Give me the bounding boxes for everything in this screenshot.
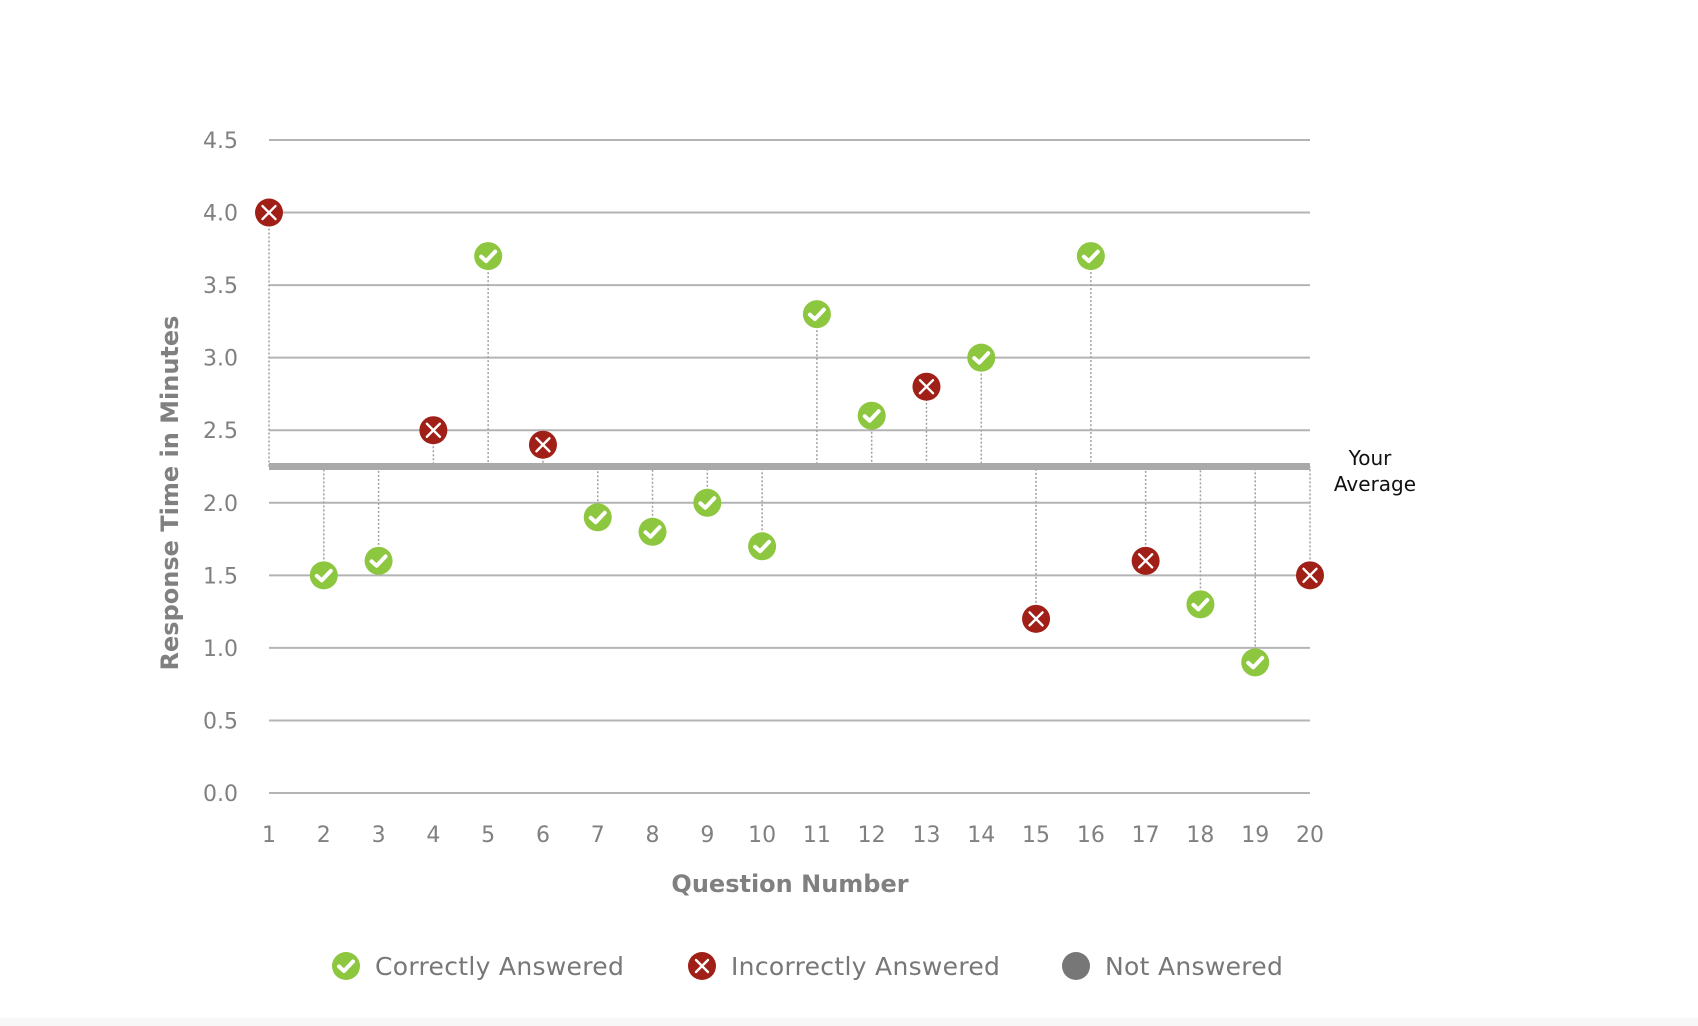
data-point xyxy=(638,517,667,546)
checkmark xyxy=(698,496,717,510)
checkmark xyxy=(479,249,498,264)
legend-label-incorrect: Incorrectly Answered xyxy=(731,951,1001,981)
check-circle-icon xyxy=(332,952,360,980)
data-point xyxy=(1296,561,1324,590)
x-tick-label: 9 xyxy=(700,823,714,848)
x-mark xyxy=(535,437,551,453)
y-tick-label: 3.5 xyxy=(203,274,238,299)
x-tick-label: 20 xyxy=(1296,823,1324,848)
y-tick-label: 2.5 xyxy=(203,419,238,444)
y-tick-label: 4.5 xyxy=(203,129,238,154)
checkmark xyxy=(753,539,772,554)
x-axis-ticks: 1 2 3 4 5 6 7 8 9 10 11 12 13 14 15 16 17 18 19 20 xyxy=(262,823,1324,848)
data-point xyxy=(967,343,996,372)
y-tick-label: 3.0 xyxy=(203,347,238,372)
y-tick-label: 0.0 xyxy=(203,782,238,807)
average-label-line2: Average xyxy=(1334,472,1416,496)
x-tick-label: 11 xyxy=(803,823,831,848)
x-mark xyxy=(261,204,277,221)
data-point xyxy=(255,198,283,227)
average-label-line1: Your xyxy=(1348,446,1392,470)
x-tick-label: 5 xyxy=(481,823,495,848)
bottom-strip xyxy=(0,1018,1698,1026)
checkmark xyxy=(972,351,991,365)
y-tick-label: 2.0 xyxy=(203,492,238,517)
data-point xyxy=(1186,590,1215,619)
data-point xyxy=(912,372,941,401)
data-point xyxy=(474,242,503,271)
x-tick-label: 13 xyxy=(912,823,940,848)
x-tick-label: 1 xyxy=(262,823,276,848)
checkmark xyxy=(314,568,333,583)
x-tick-label: 10 xyxy=(748,823,776,848)
x-tick-label: 7 xyxy=(591,823,605,848)
x-tick-label: 14 xyxy=(967,823,995,848)
x-mark xyxy=(1137,553,1154,569)
data-point xyxy=(857,401,886,430)
y-axis-title: Response Time in Minutes xyxy=(156,316,184,671)
x-tick-label: 6 xyxy=(536,823,550,848)
checkmark xyxy=(369,554,388,568)
x-tick-label: 19 xyxy=(1241,823,1269,848)
y-axis-ticks: 0.0 0.5 1.0 1.5 2.0 2.5 3.0 3.5 4.0 4.5 xyxy=(203,129,238,807)
x-tick-label: 4 xyxy=(426,823,440,848)
y-tick-label: 1.0 xyxy=(203,637,238,662)
x-tick-label: 17 xyxy=(1132,823,1160,848)
x-tick-label: 8 xyxy=(646,823,660,848)
data-point xyxy=(309,561,338,590)
x-axis-title: Question Number xyxy=(671,870,908,898)
legend: Correctly Answered Incorrectly Answered … xyxy=(0,946,1698,986)
y-tick-label: 4.0 xyxy=(203,202,238,227)
x-mark xyxy=(1302,567,1318,584)
y-tick-label: 0.5 xyxy=(203,709,238,734)
x-mark xyxy=(425,422,442,438)
x-tick-label: 18 xyxy=(1186,823,1214,848)
data-point xyxy=(1241,648,1270,677)
checkmark xyxy=(643,525,662,539)
data-point xyxy=(419,416,448,445)
data-point xyxy=(802,300,831,329)
checkmark xyxy=(1081,249,1100,264)
x-tick-label: 16 xyxy=(1077,823,1105,848)
checkmark xyxy=(588,510,607,525)
data-point xyxy=(528,430,557,459)
data-points xyxy=(255,198,1324,677)
x-circle-icon xyxy=(688,952,716,980)
x-tick-label: 3 xyxy=(372,823,386,848)
legend-label-unanswered: Not Answered xyxy=(1105,951,1284,981)
x-mark xyxy=(918,378,935,395)
checkmark xyxy=(862,409,881,423)
data-point xyxy=(1022,604,1051,633)
data-point xyxy=(693,488,722,517)
data-point xyxy=(748,532,777,561)
checkmark xyxy=(1246,655,1265,670)
x-tick-label: 2 xyxy=(317,823,331,848)
legend-item-incorrect: Incorrectly Answered xyxy=(687,946,1000,986)
checkmark xyxy=(807,307,826,322)
x-mark xyxy=(1028,611,1044,627)
data-point xyxy=(1131,546,1160,575)
data-point xyxy=(1076,242,1105,271)
y-tick-label: 1.5 xyxy=(203,564,238,589)
x-tick-label: 12 xyxy=(858,823,886,848)
legend-item-correct: Correctly Answered xyxy=(331,946,624,986)
data-point xyxy=(364,546,393,575)
legend-item-unanswered: Not Answered xyxy=(1061,946,1283,986)
checkmark xyxy=(1191,597,1210,612)
x-tick-label: 15 xyxy=(1022,823,1050,848)
data-point xyxy=(583,503,612,532)
legend-label-correct: Correctly Answered xyxy=(375,951,625,981)
gray-dot-icon xyxy=(1062,952,1090,980)
